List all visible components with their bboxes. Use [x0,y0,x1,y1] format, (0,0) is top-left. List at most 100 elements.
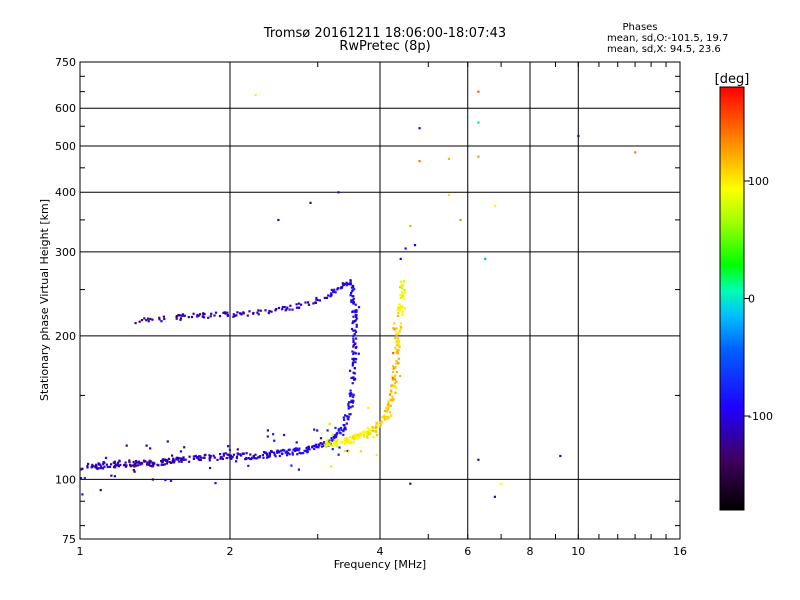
echo-point [393,328,396,331]
echo-point [350,327,354,331]
echo-point [135,464,138,467]
colorbar-label: [deg] [715,72,750,87]
echo-point [307,301,310,304]
echo-point [459,218,462,222]
echo-point [352,399,355,402]
echo-point [400,291,403,294]
echo-point [362,433,365,437]
echo-point [399,306,402,309]
echo-point [326,444,329,447]
echo-point [347,450,351,453]
echo-point [355,358,358,361]
echo-point [87,462,90,465]
echo-point [102,461,105,464]
echo-point [202,312,205,315]
echo-point [137,464,140,467]
echo-point [493,204,496,207]
echo-point [312,302,315,305]
echo-point [183,314,186,317]
echo-point [175,456,178,459]
echo-point [338,431,342,434]
echo-point [143,317,146,320]
echo-point [349,282,352,285]
echo-point [124,465,127,468]
echo-point [396,350,399,353]
echo-point [91,463,94,466]
echo-point [401,287,404,290]
echo-point [396,340,399,343]
echo-point [326,441,329,444]
echo-point [247,457,250,460]
echo-point [175,317,178,320]
phase-o-stats: mean, sd,O:-101.5, 19.7 [607,33,729,44]
echo-point [307,446,310,449]
echo-point [203,312,206,316]
echo-point [389,398,392,401]
echo-point [375,426,378,429]
echo-point [224,452,227,455]
echo-point [133,470,136,473]
echo-point [346,449,349,453]
echo-point [315,296,318,300]
echo-point [183,446,186,449]
echo-point [336,443,339,446]
echo-point [343,450,346,453]
echo-point [83,477,86,480]
echo-point [219,453,222,456]
echo-point [347,415,350,419]
echo-point [397,308,400,311]
echo-point [342,416,345,419]
echo-point [383,409,386,412]
echo-point [295,306,298,309]
echo-point [179,458,183,462]
echo-point [395,370,398,374]
echo-point [371,429,374,432]
echo-point [190,315,194,319]
echo-point [245,457,248,460]
echo-point [199,455,202,458]
echo-point [334,439,337,442]
echo-point [99,466,102,470]
echo-point [273,439,276,442]
echo-point [354,309,357,312]
echo-point [163,458,166,461]
echo-point [354,436,357,439]
echo-point [171,454,174,457]
echo-point [341,282,344,285]
echo-point [306,446,309,449]
echo-point [352,340,355,344]
echo-point [214,311,218,314]
echo-point [212,454,215,457]
echo-point [349,442,352,445]
echo-point [351,289,354,292]
echo-point [327,294,330,297]
echo-point [323,441,326,444]
echo-point [342,284,345,287]
echo-point [390,399,393,402]
echo-point [171,460,174,463]
echo-point [352,329,355,332]
y-tick-label: 200 [55,330,76,343]
echo-point [128,459,131,462]
echo-point [175,457,178,461]
echo-point [401,285,404,288]
echo-point [347,407,350,410]
echo-point [353,333,356,336]
echo-point [179,318,182,321]
echo-point [138,320,141,323]
echo-point [148,459,151,462]
echo-point [199,456,202,459]
echo-point [345,281,348,284]
echo-point [348,392,351,395]
echo-point [207,316,210,319]
echo-point [254,453,257,456]
echo-point [353,342,356,345]
echo-point [332,290,335,293]
echo-point [178,314,181,317]
echo-point [249,457,252,460]
echo-point [353,357,356,360]
echo-point [394,337,397,340]
echo-point [376,421,379,425]
echo-point [201,315,204,318]
echo-point [274,309,277,312]
